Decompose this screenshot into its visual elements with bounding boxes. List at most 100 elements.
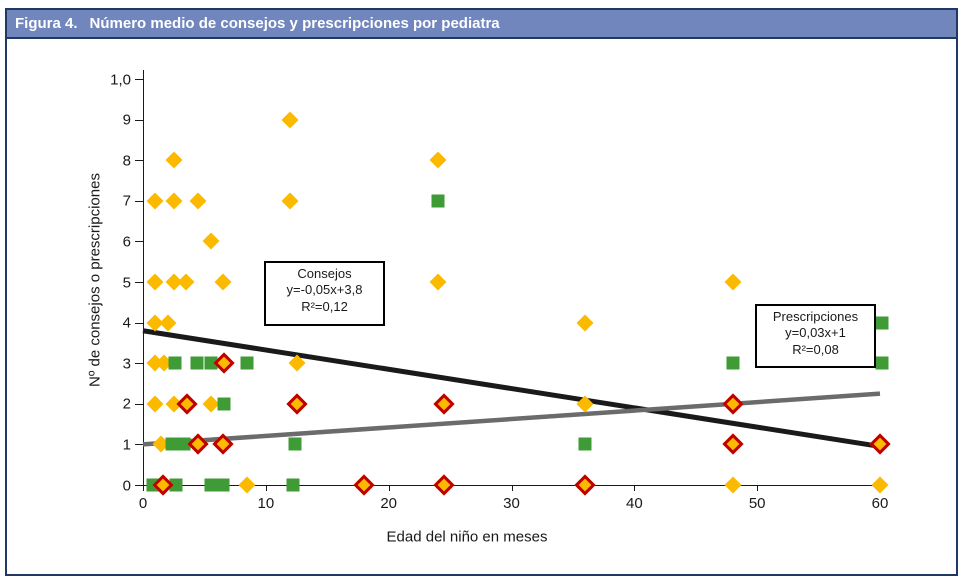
point-prescripciones-12.2-0: [286, 478, 300, 492]
point-coincidentes-24.5-0: [433, 474, 455, 496]
y-tick-label-5: 5: [122, 274, 131, 291]
point-consejos-36-4: [576, 314, 594, 332]
point-coincidentes-36-0: [574, 474, 596, 496]
y-tick-5: [135, 282, 143, 283]
point-consejos-5.5-2: [202, 395, 220, 413]
point-coincidentes-48-2: [721, 393, 744, 415]
y-tick-label-7: 7: [122, 192, 131, 210]
y-tick-6: [135, 241, 143, 243]
y-tick-label-4: 4: [122, 314, 131, 332]
prescripciones-equation-title: Prescripciones: [772, 309, 859, 324]
figure-title-bar: Figura 4. Número medio de consejos y pre…: [7, 10, 956, 39]
point-coincidentes-3.6-2: [176, 393, 198, 415]
figure-title-text: Número medio de consejos y prescripcione…: [89, 15, 500, 32]
point-prescripciones-2.7-0: [169, 478, 183, 492]
point-prescripciones-60.2-4: [875, 316, 889, 330]
y-tick-2: [135, 403, 143, 405]
x-tick-20: [388, 485, 390, 491]
point-prescripciones-2.6-3: [168, 356, 182, 370]
x-tick-label-50: 50: [748, 495, 766, 512]
x-axis-title: Edad del niño en meses: [386, 528, 548, 546]
y-tick-label-9: 9: [122, 111, 131, 129]
y-tick-label-0: 0: [122, 477, 131, 494]
consejos-equation-formula: y=-0,05x+3,8: [286, 282, 363, 298]
point-coincidentes-12.5-2: [285, 393, 308, 415]
point-consejos-1-2: [146, 395, 164, 413]
y-tick-7: [135, 200, 143, 202]
point-coincidentes-6.5-1: [212, 433, 234, 455]
y-tick-3: [135, 363, 143, 365]
x-tick-label-30: 30: [503, 495, 520, 512]
point-consejos-8.5-0: [238, 476, 256, 494]
y-tick-4: [135, 322, 143, 324]
consejos-equation-title: Consejos: [297, 266, 352, 281]
x-tick-40: [634, 485, 636, 491]
point-consejos-4.5-7: [189, 192, 207, 210]
point-consejos-60-0: [871, 476, 889, 494]
point-consejos-1-7: [146, 192, 164, 210]
consejos-equation-box: Consejos y=-0,05x+3,8 R²=0,12: [264, 261, 385, 326]
point-coincidentes-4.5-1: [187, 433, 209, 455]
point-consejos-12-7: [281, 192, 299, 210]
prescripciones-equation-box: Prescripciones y=0,03x+1 R²=0,08: [755, 304, 876, 368]
point-consejos-12.5-3: [288, 354, 306, 372]
point-coincidentes-60-1: [869, 433, 891, 455]
point-consejos-12-9: [281, 111, 299, 129]
point-prescripciones-36-1: [578, 437, 592, 451]
y-tick-label-2: 2: [122, 395, 131, 413]
figure-number-label: Figura 4.: [15, 15, 78, 32]
point-coincidentes-48-1: [721, 433, 744, 455]
x-tick-30: [511, 485, 513, 491]
prescripciones-equation-r2: R²=0,08: [792, 341, 839, 357]
y-tick-label-8: 8: [122, 152, 131, 170]
trend-line-prescripciones: [142, 391, 881, 447]
y-tick-0: [135, 485, 143, 486]
point-prescripciones-5.5-0: [204, 478, 218, 492]
point-prescripciones-6.6-2: [217, 397, 231, 411]
x-tick-0: [143, 485, 144, 491]
x-tick-label-10: 10: [257, 495, 275, 512]
point-prescripciones-2.4-1: [165, 437, 179, 451]
point-prescripciones-4.4-3: [190, 356, 204, 370]
x-tick-50: [757, 485, 759, 491]
y-tick-label-1: 1: [122, 436, 131, 454]
point-consejos-5.5-6: [202, 232, 220, 250]
point-consejos-2.5-7: [165, 192, 183, 210]
prescripciones-equation-formula: y=0,03x+1: [785, 325, 846, 341]
point-consejos-24-8: [429, 151, 447, 169]
point-consejos-6.5-5: [214, 273, 232, 291]
point-prescripciones-48-3: [726, 356, 740, 370]
point-consejos-3.5-5: [177, 273, 195, 291]
y-axis-line: [143, 70, 144, 486]
point-prescripciones-8.5-3: [240, 356, 254, 370]
point-prescripciones-5.5-3: [204, 356, 218, 370]
point-consejos-36-2: [576, 395, 594, 413]
x-tick-label-60: 60: [871, 495, 889, 512]
y-tick-8: [135, 160, 143, 162]
y-tick-label-3: 3: [122, 355, 131, 373]
x-tick-label-20: 20: [380, 495, 397, 512]
y-axis-title: Nº de consejos o prescripciones: [86, 173, 104, 387]
y-tick-label-1,0: 1,0: [110, 71, 131, 88]
y-tick-label-6: 6: [122, 233, 131, 251]
point-consejos-48-0: [724, 476, 742, 494]
point-prescripciones-60.2-3: [875, 356, 889, 370]
x-axis-line: [143, 485, 885, 486]
point-consejos-24-5: [429, 273, 447, 291]
point-coincidentes-24.5-2: [433, 393, 455, 415]
y-tick-9: [135, 119, 143, 121]
point-prescripciones-12.4-1: [288, 437, 302, 451]
y-tick-1: [135, 444, 143, 446]
point-prescripciones-6.5-0: [216, 478, 230, 492]
point-consejos-2-4: [159, 314, 177, 332]
y-tick-1,0: [135, 79, 143, 80]
point-prescripciones-24-7: [431, 194, 445, 208]
point-coincidentes-18-0: [353, 474, 375, 496]
x-tick-label-0: 0: [138, 495, 148, 512]
point-consejos-1-5: [146, 273, 164, 291]
point-consejos-2.5-8: [165, 151, 183, 169]
x-tick-10: [265, 485, 267, 491]
x-tick-label-40: 40: [625, 495, 643, 512]
